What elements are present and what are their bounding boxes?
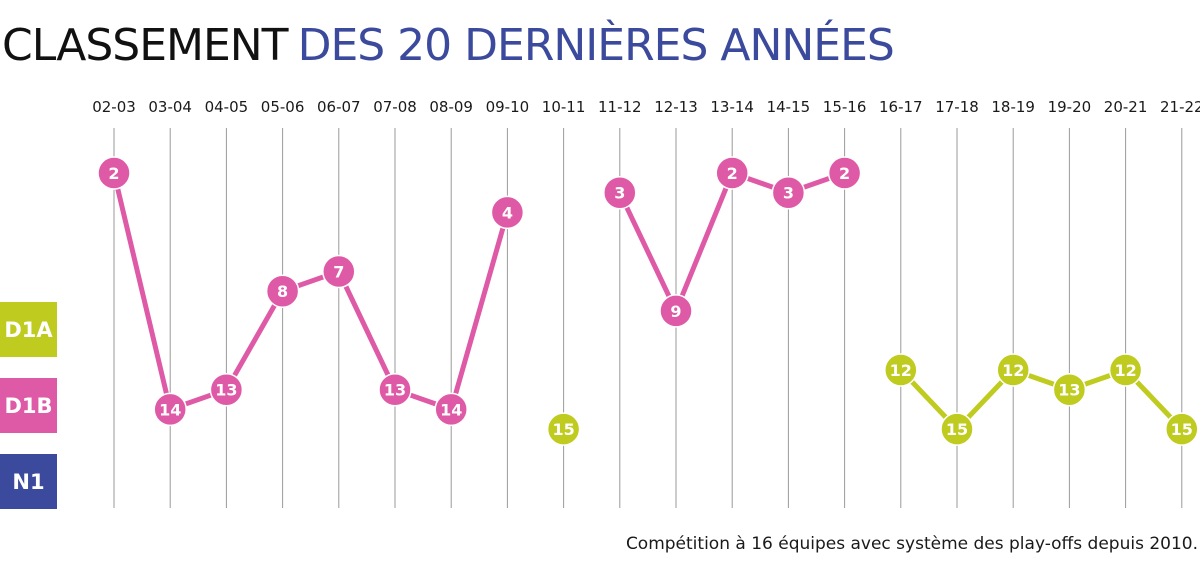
- data-label: 12: [890, 361, 912, 380]
- season-label: 09-10: [486, 98, 530, 116]
- season-label: 13-14: [710, 98, 754, 116]
- season-label: 14-15: [767, 98, 811, 116]
- data-point-marker: [322, 254, 356, 289]
- data-point: 13: [1052, 372, 1087, 407]
- data-point-marker: [715, 156, 749, 190]
- division-badge-n1: N1: [0, 454, 57, 509]
- data-label: 13: [384, 381, 406, 400]
- data-point-marker: [546, 412, 581, 446]
- data-label: 2: [839, 164, 850, 183]
- division-swatch: [0, 302, 57, 357]
- data-point-marker: [209, 372, 244, 407]
- data-label: 8: [277, 282, 288, 301]
- season-label: 03-04: [148, 98, 192, 116]
- footnote: Compétition à 16 équipes avec système de…: [626, 534, 1198, 554]
- data-label: 15: [1171, 420, 1193, 439]
- data-label: 15: [552, 420, 574, 439]
- data-point: 3: [603, 175, 637, 210]
- data-point: 7: [322, 254, 356, 289]
- season-label: 07-08: [373, 98, 417, 116]
- data-point: 15: [546, 412, 581, 446]
- season-labels: 02-03 03-04 04-05 05-06 06-07 07-08 08-09 09-10…: [92, 98, 1200, 116]
- season-label: 08-09: [429, 98, 473, 116]
- data-point-marker: [940, 412, 974, 446]
- season-label: 17-18: [935, 98, 979, 116]
- data-label: 3: [783, 184, 794, 203]
- division-swatch: [0, 378, 57, 433]
- data-point: 12: [996, 353, 1030, 387]
- data-point: 12: [1108, 353, 1143, 387]
- data-point-marker: [827, 156, 862, 190]
- data-label: 13: [215, 381, 237, 400]
- season-label: 04-05: [205, 98, 249, 116]
- data-label: 2: [108, 164, 119, 183]
- data-point-marker: [603, 175, 637, 210]
- data-point-marker: [97, 156, 131, 190]
- data-point-marker: [490, 195, 525, 230]
- data-label: 14: [159, 400, 181, 419]
- data-point: 13: [209, 372, 244, 407]
- data-point-marker: [771, 175, 806, 210]
- data-point-marker: [996, 353, 1030, 387]
- data-point: 8: [265, 274, 300, 308]
- data-label: 7: [333, 263, 344, 282]
- data-point-marker: [378, 372, 412, 407]
- data-label: 4: [502, 203, 513, 222]
- season-label: 20-21: [1104, 98, 1148, 116]
- data-point-marker: [265, 274, 300, 308]
- data-point-marker: [884, 353, 918, 387]
- division-swatch: [0, 454, 57, 509]
- chart-title: CLASSEMENT DES 20 DERNIÈRES ANNÉES: [2, 18, 894, 71]
- data-label: 14: [440, 400, 462, 419]
- season-label: 18-19: [991, 98, 1035, 116]
- data-point: 4: [490, 195, 525, 230]
- data-points: 2 14 13 8 7 13 14 4 15 3 9 2 3 2 12 15 12 13 12 15: [97, 156, 1199, 446]
- season-label: 11-12: [598, 98, 642, 116]
- data-point-marker: [153, 392, 187, 427]
- season-label: 05-06: [261, 98, 305, 116]
- title-part1: CLASSEMENT: [2, 20, 289, 71]
- data-point: 3: [771, 175, 806, 210]
- division-badge-d1b: D1B: [0, 378, 57, 433]
- season-label: 16-17: [879, 98, 923, 116]
- season-label: 06-07: [317, 98, 361, 116]
- series-line-d1b: [111, 170, 510, 412]
- data-point: 15: [940, 412, 974, 446]
- season-label: 15-16: [823, 98, 867, 116]
- data-label: 9: [670, 302, 681, 321]
- gridlines: [113, 128, 1183, 508]
- data-label: 15: [946, 420, 968, 439]
- data-point-marker: [1052, 372, 1087, 407]
- data-label: 3: [614, 184, 625, 203]
- data-point-marker: [1108, 353, 1143, 387]
- data-point-marker: [434, 392, 468, 427]
- season-label: 19-20: [1048, 98, 1092, 116]
- data-point: 2: [97, 156, 131, 190]
- title-part2: DES 20 DERNIÈRES ANNÉES: [298, 18, 894, 71]
- data-point-marker: [1165, 412, 1199, 446]
- data-label: 12: [1002, 361, 1024, 380]
- data-point: 9: [659, 294, 693, 328]
- division-label: D1B: [4, 394, 52, 418]
- division-badge-d1a: D1A: [0, 302, 57, 357]
- data-label: 2: [727, 164, 738, 183]
- season-label: 12-13: [654, 98, 698, 116]
- data-point: 15: [1165, 412, 1199, 446]
- data-label: 12: [1114, 361, 1136, 380]
- data-point-marker: [659, 294, 693, 328]
- data-point: 14: [153, 392, 187, 427]
- data-point: 13: [378, 372, 412, 407]
- data-point: 2: [715, 156, 749, 190]
- season-label: 10-11: [542, 98, 586, 116]
- data-point: 12: [884, 353, 918, 387]
- data-label: 13: [1058, 381, 1080, 400]
- season-label: 21-22: [1160, 98, 1200, 116]
- division-label: D1A: [4, 318, 53, 342]
- data-point: 14: [434, 392, 468, 427]
- division-label: N1: [12, 470, 44, 494]
- season-label: 02-03: [92, 98, 136, 116]
- division-legend: D1A D1B N1: [0, 302, 57, 509]
- data-point: 2: [827, 156, 862, 190]
